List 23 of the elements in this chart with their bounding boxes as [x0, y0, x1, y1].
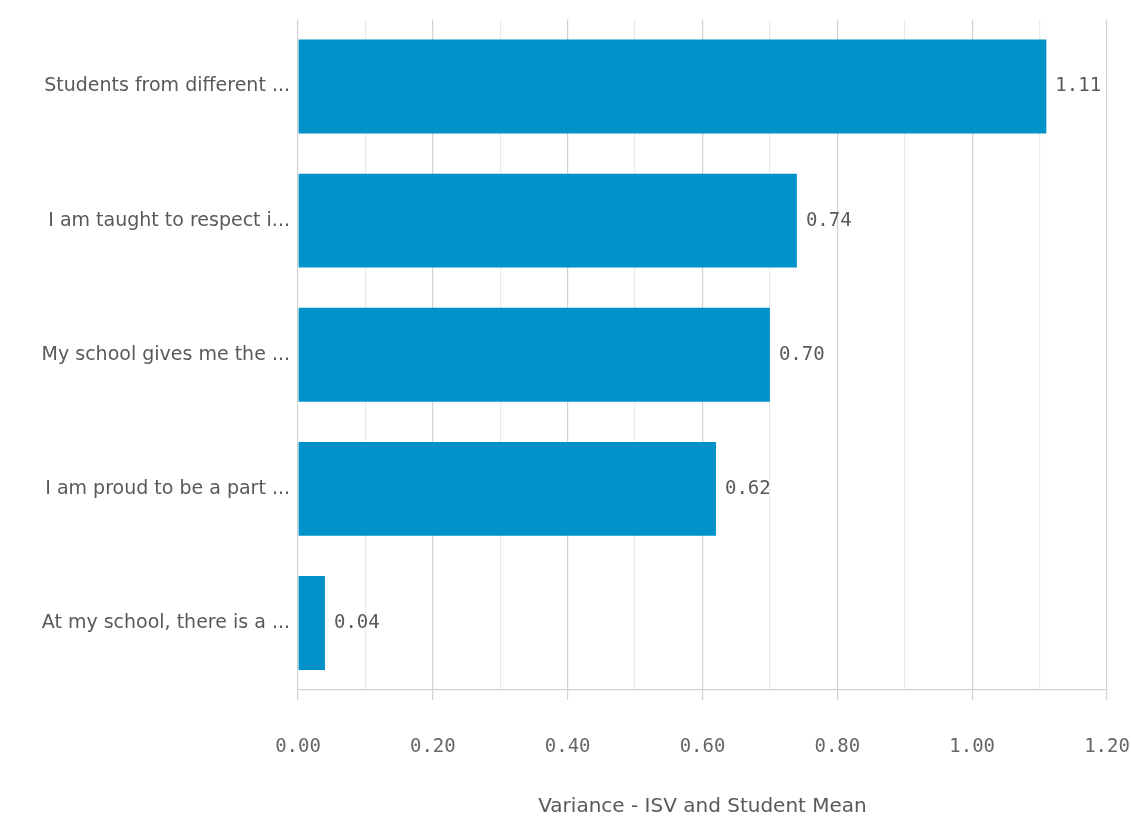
y-tick-label: Students from different ...: [44, 73, 290, 96]
x-tick-label: 0.40: [544, 734, 591, 757]
x-axis-title: Variance - ISV and Student Mean: [538, 793, 867, 818]
x-tick-label: 1.00: [949, 734, 996, 757]
data-label: 0.04: [333, 609, 380, 632]
bar: [298, 576, 325, 670]
y-tick-label: I am taught to respect i...: [48, 207, 290, 230]
data-label: 0.62: [724, 475, 771, 498]
y-tick-label: I am proud to be a part ...: [45, 475, 290, 498]
x-tick-label: 0.20: [409, 734, 456, 757]
bar: [298, 441, 716, 536]
bar: [298, 39, 1047, 134]
data-label: 1.11: [1055, 73, 1102, 96]
x-tick-label: 1.20: [1084, 734, 1130, 757]
y-tick-label: At my school, there is a ...: [41, 609, 290, 632]
bar: [298, 173, 797, 268]
x-tick-label: 0.60: [679, 734, 726, 757]
y-tick-label: My school gives me the ...: [41, 341, 290, 364]
x-tick-label: 0.80: [814, 734, 861, 757]
x-tick-label: 0.00: [275, 734, 321, 757]
data-label: 0.70: [778, 341, 825, 364]
bar: [298, 307, 770, 402]
data-label: 0.74: [805, 207, 852, 230]
